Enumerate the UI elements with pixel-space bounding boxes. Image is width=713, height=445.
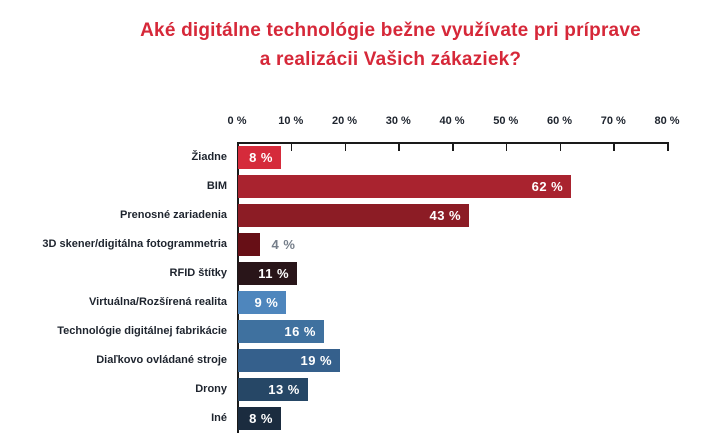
x-axis-tick-label: 40 % (439, 115, 465, 127)
x-axis-tick (613, 142, 615, 151)
bar: 16 % (238, 320, 324, 343)
x-axis-tick-label: 60 % (546, 115, 573, 127)
category-label: Virtuálna/Rozšírená realita (89, 296, 227, 308)
category-label: Iné (211, 412, 227, 424)
x-axis-tick (398, 142, 400, 151)
value-label: 4 % (271, 237, 296, 252)
bar: 62 % (238, 175, 572, 198)
x-axis-tick (344, 142, 346, 151)
x-axis-tick-label: 30 % (385, 115, 411, 127)
chart-title-line-1: Aké digitálne technológie bežne využívat… (140, 20, 641, 41)
x-axis-tick (505, 142, 508, 151)
category-label: 3D skener/digitálna fotogrammetria (42, 238, 227, 250)
x-axis-tick (559, 142, 561, 151)
category-label: RFID štítky (169, 267, 227, 279)
category-label: Žiadne (191, 151, 227, 163)
bar-row: RFID štítky 11 % (0, 262, 713, 285)
value-label: 8 % (249, 411, 273, 426)
bar (238, 233, 260, 256)
chart-title: Aké digitálne technológie bežne využívat… (68, 16, 713, 74)
value-label: 9 % (254, 295, 279, 310)
x-axis-tick-label: 50 % (493, 115, 519, 127)
x-axis-tick-label: 20 % (331, 115, 358, 127)
value-label: 8 % (249, 150, 273, 165)
bar-row: Technológie digitálnej fabrikácie 16 % (0, 320, 713, 343)
bar-row: 3D skener/digitálna fotogrammetria 4 % (0, 233, 713, 256)
bar-row: Virtuálna/Rozšírená realita 9 % (0, 291, 713, 314)
chart-title-line-2: a realizácii Vašich zákaziek? (259, 49, 522, 70)
bar: 13 % (238, 378, 308, 401)
value-label: 19 % (300, 353, 333, 368)
value-label: 43 % (429, 208, 462, 223)
bar: 9 % (238, 291, 287, 314)
value-label: 62 % (531, 179, 564, 194)
x-axis-tick-label: 70 % (600, 115, 626, 127)
category-label: Drony (195, 383, 227, 395)
value-label: 13 % (268, 382, 300, 397)
bar: 11 % (238, 262, 298, 285)
bar: 43 % (238, 204, 470, 227)
x-axis-tick (290, 142, 293, 151)
bar-row: Prenosné zariadenia 43 % (0, 204, 713, 227)
category-label: Diaľkovo ovládané stroje (96, 354, 227, 366)
bar-row: Diaľkovo ovládané stroje 19 % (0, 349, 713, 372)
value-label: 11 % (258, 266, 290, 281)
bar-row: Drony 13 % (0, 378, 713, 401)
category-label: BIM (206, 180, 227, 192)
x-axis-tick-label: 10 % (278, 115, 304, 127)
x-axis-tick (667, 142, 669, 151)
bar: 8 % (238, 146, 281, 169)
x-axis-tick (452, 142, 454, 151)
bar-row: Žiadne 8 % (0, 146, 713, 169)
category-label: Prenosné zariadenia (120, 209, 227, 221)
value-label: 16 % (284, 324, 316, 339)
category-label: Technológie digitálnej fabrikácie (57, 325, 227, 337)
x-axis-tick-label: 0 % (227, 115, 247, 127)
bar: 8 % (238, 407, 281, 430)
bar-row: Iné 8 % (0, 407, 713, 430)
x-axis-tick-label: 80 % (654, 115, 680, 127)
y-axis-line (237, 142, 239, 433)
bar-row: BIM 62 % (0, 175, 713, 198)
bar: 19 % (238, 349, 341, 372)
